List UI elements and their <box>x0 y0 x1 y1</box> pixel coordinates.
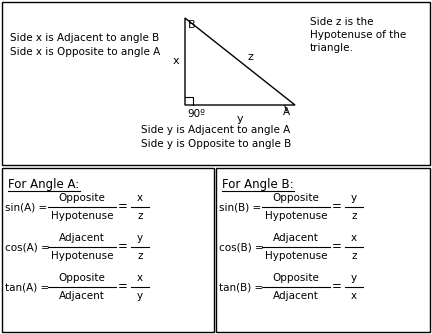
Text: tan(A) =: tan(A) = <box>5 282 49 292</box>
Text: Hypotenuse: Hypotenuse <box>51 251 113 261</box>
Text: x: x <box>173 56 179 66</box>
Text: Hypotenuse of the: Hypotenuse of the <box>310 30 406 40</box>
Text: Adjacent: Adjacent <box>59 233 105 243</box>
Text: Opposite: Opposite <box>59 273 105 283</box>
Bar <box>2 2 430 165</box>
Text: Opposite: Opposite <box>273 273 319 283</box>
Bar <box>2 168 214 332</box>
Text: Side x is Opposite to angle A: Side x is Opposite to angle A <box>10 47 160 57</box>
Text: x: x <box>137 273 143 283</box>
Text: =: = <box>332 281 342 294</box>
Text: B: B <box>188 20 196 30</box>
Text: triangle.: triangle. <box>310 43 354 53</box>
Text: Opposite: Opposite <box>59 193 105 203</box>
Text: x: x <box>351 233 357 243</box>
Text: z: z <box>137 251 143 261</box>
Text: =: = <box>332 240 342 254</box>
Text: x: x <box>137 193 143 203</box>
Text: z: z <box>351 211 357 221</box>
Text: Adjacent: Adjacent <box>273 291 319 301</box>
Text: For Angle A:: For Angle A: <box>8 178 79 191</box>
Text: y: y <box>237 114 243 124</box>
Text: Opposite: Opposite <box>273 193 319 203</box>
Text: =: = <box>332 200 342 213</box>
Text: Hypotenuse: Hypotenuse <box>51 211 113 221</box>
Text: A: A <box>283 107 290 117</box>
Text: z: z <box>248 51 254 61</box>
Text: =: = <box>118 200 128 213</box>
Text: y: y <box>137 233 143 243</box>
Text: Side y is Adjacent to angle A: Side y is Adjacent to angle A <box>141 125 291 135</box>
Bar <box>216 168 430 332</box>
Text: 90º: 90º <box>187 109 205 119</box>
Text: =: = <box>118 240 128 254</box>
Text: y: y <box>351 273 357 283</box>
Text: cos(B) =: cos(B) = <box>219 242 264 252</box>
Text: For Angle B:: For Angle B: <box>222 178 294 191</box>
Text: z: z <box>137 211 143 221</box>
Text: y: y <box>351 193 357 203</box>
Text: Hypotenuse: Hypotenuse <box>265 251 327 261</box>
Text: Adjacent: Adjacent <box>273 233 319 243</box>
Text: Side y is Opposite to angle B: Side y is Opposite to angle B <box>141 139 291 149</box>
Text: sin(B) =: sin(B) = <box>219 202 261 212</box>
Text: Side z is the: Side z is the <box>310 17 374 27</box>
Text: y: y <box>137 291 143 301</box>
Text: tan(B) =: tan(B) = <box>219 282 263 292</box>
Text: Side x is Adjacent to angle B: Side x is Adjacent to angle B <box>10 33 159 43</box>
Text: =: = <box>118 281 128 294</box>
Text: Adjacent: Adjacent <box>59 291 105 301</box>
Text: cos(A) =: cos(A) = <box>5 242 50 252</box>
Text: sin(A) =: sin(A) = <box>5 202 47 212</box>
Text: z: z <box>351 251 357 261</box>
Text: Hypotenuse: Hypotenuse <box>265 211 327 221</box>
Text: x: x <box>351 291 357 301</box>
